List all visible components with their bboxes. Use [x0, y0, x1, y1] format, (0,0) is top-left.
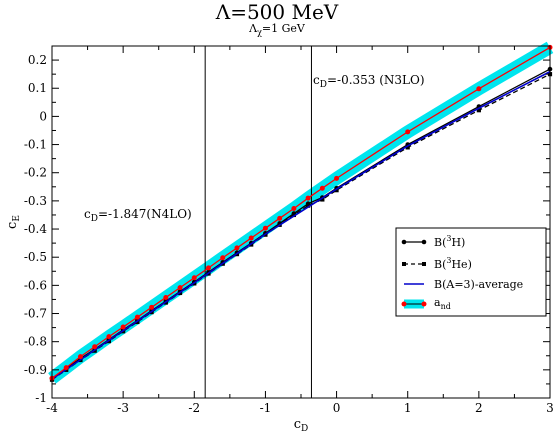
vline-layer — [204, 46, 312, 398]
x-axis-label: cD — [294, 417, 309, 432]
legend-label-avg: B(A=3)-average — [434, 278, 523, 291]
y-tick-label-7: -0.3 — [24, 194, 47, 208]
x-tick-label-6: 2 — [475, 401, 483, 415]
legend-3he-marker-b — [422, 262, 426, 266]
x-tick-label-2: -2 — [188, 401, 200, 415]
x-tick-label-5: 1 — [404, 401, 412, 415]
point-3he-19 — [320, 197, 325, 202]
x-tick-label-7: 3 — [546, 401, 554, 415]
x-tick-label-3: -1 — [260, 401, 272, 415]
point-3he-18 — [306, 203, 311, 208]
tick-layer: -4 -3 -2 -1 0 1 2 3 -1 -0.9 -0.8 -0.7 -0.6 -0.5 -0.4 -0… — [24, 45, 554, 415]
point-and-5 — [120, 324, 126, 330]
y-tick-label-3: -0.7 — [24, 307, 47, 321]
point-and-16 — [277, 215, 283, 221]
x-tick-label-0: -4 — [46, 401, 58, 415]
y-tick-label-4: -0.6 — [24, 278, 47, 292]
point-and-4 — [106, 334, 112, 340]
legend-3h-marker-a — [401, 239, 407, 245]
point-3he-22 — [476, 108, 481, 113]
point-and-15 — [262, 225, 268, 231]
y-tick-label-6: -0.4 — [24, 222, 48, 236]
point-and-22 — [476, 86, 482, 92]
legend-and-marker-a — [401, 301, 407, 307]
y-tick-label-1: -0.9 — [24, 363, 47, 377]
vline-label-n4lo: cD=-1.847(N4LO) — [84, 207, 192, 224]
point-and-13 — [234, 245, 240, 251]
series-line-3 — [51, 46, 551, 379]
y-tick-label-11: 0.1 — [28, 81, 47, 95]
y-tick-label-9: -0.1 — [24, 138, 47, 152]
point-and-7 — [149, 304, 155, 310]
vline-label-n3lo: cD=-0.353 (N3LO) — [313, 73, 425, 90]
point-and-11 — [206, 265, 212, 271]
x-tick-label-4: 0 — [333, 401, 341, 415]
chart-title: Λ=500 MeV — [215, 0, 339, 24]
y-tick-label-12: 0.2 — [28, 53, 47, 67]
point-and-1 — [63, 365, 69, 371]
point-and-8 — [163, 294, 169, 300]
point-and-17 — [291, 205, 297, 211]
series-line-1 — [51, 73, 551, 381]
point-and-14 — [248, 235, 254, 241]
y-tick-label-10: 0 — [39, 109, 47, 123]
y-axis-label: cE — [5, 215, 22, 229]
point-and-19 — [319, 185, 325, 191]
y-tick-label-2: -0.8 — [24, 335, 47, 349]
series-line-2 — [51, 70, 551, 380]
chart-subtitle: Λχ=1 GeV — [249, 22, 305, 38]
plot-frame — [51, 45, 551, 399]
point-and-2 — [77, 354, 83, 360]
y-tick-label-0: -1 — [35, 391, 47, 405]
y-tick-label-8: -0.2 — [24, 166, 47, 180]
legend-label-3h: B(3H) — [434, 234, 465, 249]
point-and-10 — [191, 275, 197, 281]
point-and-9 — [177, 285, 183, 291]
legend-3h-marker-b — [421, 239, 427, 245]
point-3he-20 — [334, 188, 339, 193]
point-and-21 — [405, 129, 411, 135]
point-and-18 — [305, 195, 311, 201]
legend-label-3he: B(3He) — [434, 256, 472, 271]
point-and-6 — [134, 314, 140, 320]
point-and-3 — [92, 344, 98, 350]
legend-and-marker-b — [421, 301, 427, 307]
y-tick-label-5: -0.5 — [24, 250, 47, 264]
legend-3he-marker-a — [402, 262, 406, 266]
x-tick-label-1: -3 — [117, 401, 129, 415]
point-3he-21 — [405, 145, 410, 150]
point-and-20 — [334, 175, 340, 181]
point-and-12 — [220, 255, 226, 261]
series-layer — [49, 44, 553, 382]
point-3he-17 — [291, 212, 296, 218]
label-layer: cD cE cD=-1.847(N4LO) cD=-0.353 (N3LO) — [5, 73, 425, 432]
